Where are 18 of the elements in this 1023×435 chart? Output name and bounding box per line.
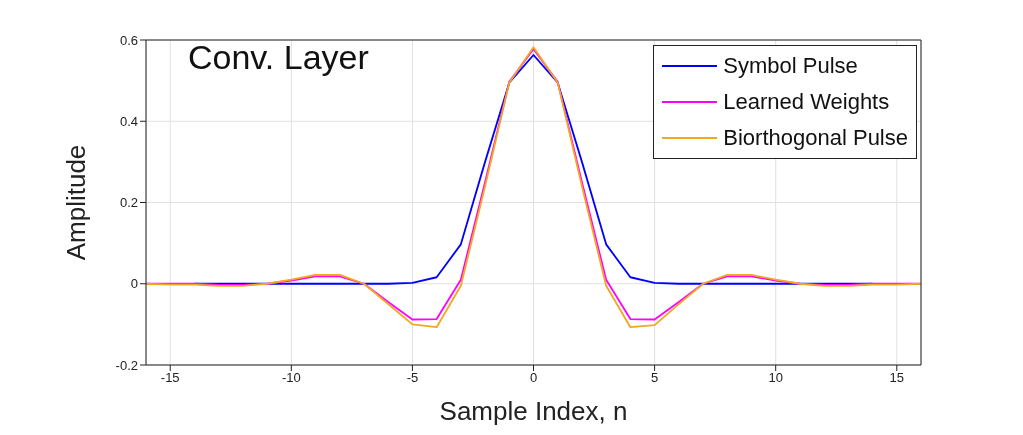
y-tick-label: 0.2 [119,195,138,211]
x-tick-label: -15 [160,370,180,386]
x-tick-label: 15 [889,370,905,386]
legend-label: Learned Weights [723,88,890,116]
y-tick-label: 0.4 [119,113,138,129]
y-tick-label: -0.2 [115,357,138,373]
legend-label: Biorthogonal Pulse [723,124,908,152]
y-tick-label: 0 [130,276,138,292]
x-tick-label: -10 [281,370,301,386]
x-tick-label: -5 [406,370,419,386]
annotation: Conv. Layer [188,38,369,77]
x-tick-label: 10 [768,370,783,386]
x-tick-label: 0 [529,370,538,386]
y-axis-title: Amplitude [61,144,92,261]
x-axis-title: Sample Index, n [439,396,628,426]
x-tick-label: 5 [650,370,659,386]
legend-label: Symbol Pulse [723,52,858,80]
y-tick-label: 0.6 [119,32,138,48]
